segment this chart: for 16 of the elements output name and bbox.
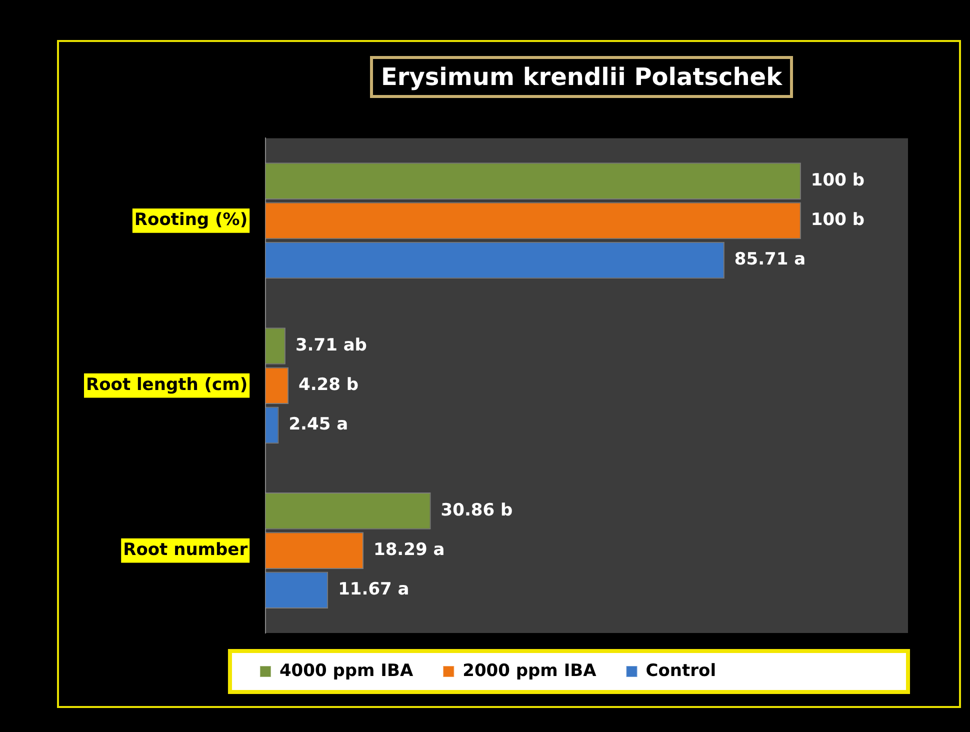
legend-label: Control [646, 660, 716, 681]
y-tick-label: Rooting (%) [134, 210, 248, 230]
y-tick-label: Root number [123, 540, 248, 560]
legend-label: 2000 ppm IBA [462, 660, 598, 681]
data-label: 100 b [810, 210, 865, 230]
data-label: 3.71 ab [295, 335, 367, 356]
data-label: 85.71 a [734, 250, 806, 270]
y-tick-label: Root length (cm) [86, 375, 248, 396]
data-label: 2.45 a [288, 414, 348, 435]
data-label: 4.28 b [298, 375, 359, 396]
data-label: 18.29 a [374, 540, 445, 560]
legend-label: 4000 ppm IBA [279, 660, 414, 681]
data-label: 100 b [810, 170, 865, 191]
data-label: 30.86 b [440, 500, 513, 520]
chart-title: Erysimum krendlii Polatschek [370, 56, 794, 98]
data-label: 11.67 a [338, 580, 410, 600]
